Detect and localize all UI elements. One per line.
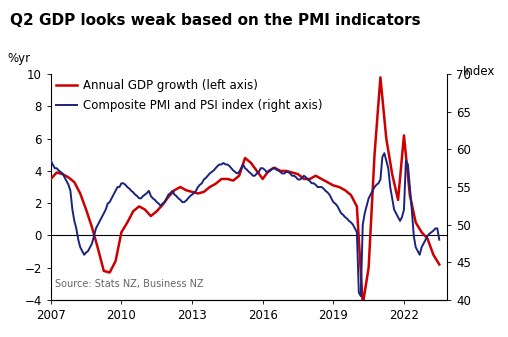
Annual GDP growth (left axis) — [377, 75, 384, 80]
Annual GDP growth (left axis) — [412, 220, 419, 224]
Annual GDP growth (left axis) — [436, 263, 442, 267]
Annual GDP growth (left axis) — [207, 185, 213, 189]
Composite PMI and PSI index (right axis) — [387, 185, 393, 189]
Y-axis label: Index: Index — [463, 65, 495, 78]
Composite PMI and PSI index (right axis) — [187, 194, 193, 198]
Composite PMI and PSI index (right axis) — [411, 234, 417, 238]
Composite PMI and PSI index (right axis) — [436, 238, 442, 242]
Legend: Annual GDP growth (left axis), Composite PMI and PSI index (right axis): Annual GDP growth (left axis), Composite… — [51, 74, 327, 117]
Line: Composite PMI and PSI index (right axis): Composite PMI and PSI index (right axis) — [51, 153, 439, 296]
Annual GDP growth (left axis) — [48, 177, 54, 181]
Annual GDP growth (left axis) — [225, 177, 231, 181]
Annual GDP growth (left axis) — [342, 188, 348, 192]
Composite PMI and PSI index (right axis) — [382, 151, 388, 155]
Composite PMI and PSI index (right axis) — [358, 294, 364, 298]
Annual GDP growth (left axis) — [95, 246, 101, 250]
Line: Annual GDP growth (left axis): Annual GDP growth (left axis) — [51, 78, 439, 305]
Annual GDP growth (left axis) — [360, 303, 366, 307]
Composite PMI and PSI index (right axis) — [246, 170, 252, 174]
Annual GDP growth (left axis) — [77, 191, 83, 195]
Composite PMI and PSI index (right axis) — [48, 159, 54, 163]
Y-axis label: %yr: %yr — [8, 52, 30, 65]
Text: Source: Stats NZ, Business NZ: Source: Stats NZ, Business NZ — [55, 279, 203, 288]
Composite PMI and PSI index (right axis) — [223, 162, 229, 166]
Text: Q2 GDP looks weak based on the PMI indicators: Q2 GDP looks weak based on the PMI indic… — [10, 13, 421, 29]
Composite PMI and PSI index (right axis) — [426, 232, 432, 236]
